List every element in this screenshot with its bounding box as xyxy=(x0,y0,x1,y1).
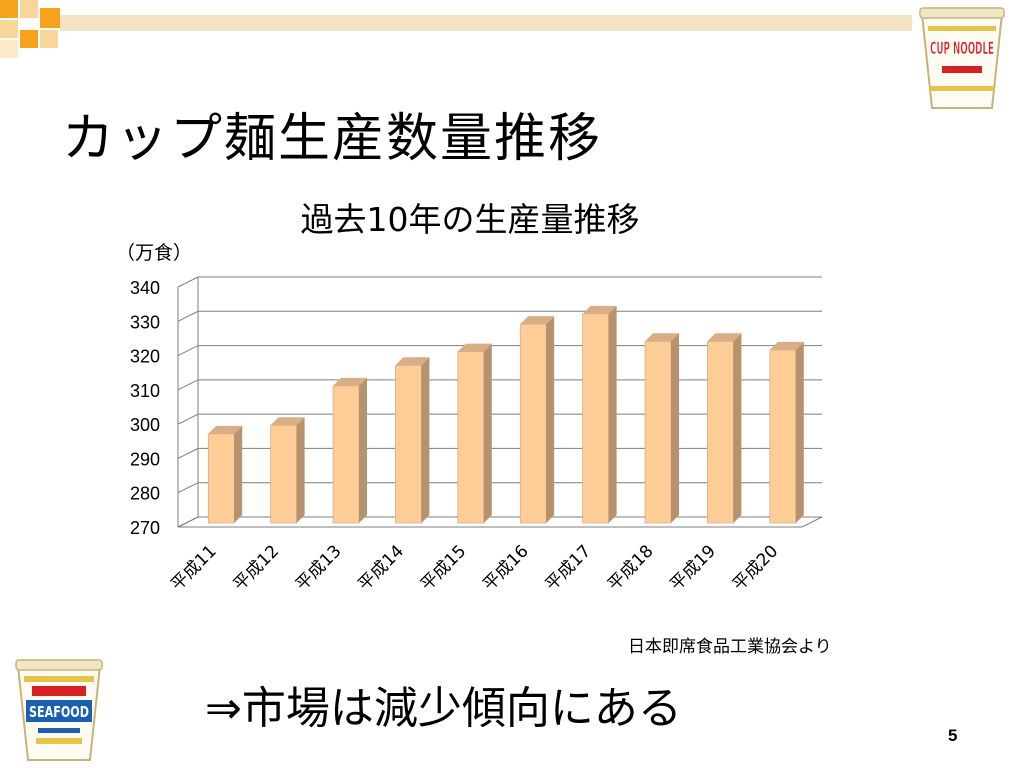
conclusion-text: ⇒市場は減少傾向にある xyxy=(205,683,682,734)
svg-text:CUP NOODLE: CUP NOODLE xyxy=(930,39,994,59)
y-tick-label: 340 xyxy=(130,278,160,298)
x-tick-label: 平成16 xyxy=(479,541,532,594)
bar-top xyxy=(333,377,367,386)
bar xyxy=(332,385,360,524)
bar xyxy=(582,313,609,524)
corner-square xyxy=(0,20,18,38)
bar-top xyxy=(582,305,617,314)
corner-square xyxy=(0,0,18,18)
y-tick-label: 300 xyxy=(130,415,160,435)
x-tick-label: 平成14 xyxy=(354,541,407,594)
y-tick-label: 310 xyxy=(130,381,160,401)
corner-square xyxy=(40,8,60,28)
y-tick-label: 290 xyxy=(130,449,160,469)
corner-decoration xyxy=(0,0,80,60)
bar-side xyxy=(608,305,617,523)
page-number: 5 xyxy=(948,726,958,745)
x-tick-label: 平成18 xyxy=(604,541,657,594)
x-tick-label: 平成15 xyxy=(417,541,470,594)
x-tick-label: 平成12 xyxy=(230,541,283,594)
slide-title: カップ麺生産数量推移 xyxy=(62,109,603,169)
bar xyxy=(207,433,235,524)
x-tick-label: 平成13 xyxy=(292,541,345,594)
bar-top xyxy=(457,343,492,352)
bar-top xyxy=(707,333,742,342)
bar-top xyxy=(520,316,555,325)
bar-top xyxy=(645,333,679,342)
bar xyxy=(769,349,797,524)
corner-square xyxy=(20,0,38,18)
bar-top xyxy=(270,417,305,426)
bar-side xyxy=(546,316,555,523)
corner-square xyxy=(40,30,58,48)
bar-side xyxy=(733,333,742,523)
y-tick-label: 280 xyxy=(130,484,160,504)
bar-side xyxy=(421,357,430,523)
y-tick-label: 320 xyxy=(130,347,160,367)
svg-text:SEAFOOD: SEAFOOD xyxy=(29,703,89,721)
cup-noodle-logo-icon: CUP NOODLE xyxy=(919,7,1005,109)
bar xyxy=(707,340,734,524)
bar xyxy=(644,340,672,524)
bar xyxy=(457,351,485,524)
top-accent-bar xyxy=(60,15,912,31)
y-tick-label: 270 xyxy=(130,518,160,538)
chart-title: 過去10年の生産量推移 xyxy=(300,200,640,239)
source-note: 日本即席食品工業協会より xyxy=(628,637,832,657)
bar xyxy=(519,323,547,524)
x-tick-label: 平成20 xyxy=(729,541,782,594)
bar-side xyxy=(671,333,679,523)
bar-top xyxy=(769,341,804,350)
seafood-noodle-logo-icon: SEAFOOD xyxy=(15,659,103,761)
bar-side xyxy=(296,417,305,523)
x-tick-label: 平成17 xyxy=(542,541,595,594)
bar xyxy=(270,424,297,524)
bar-side xyxy=(359,377,367,523)
y-tick-label: 330 xyxy=(130,312,160,332)
corner-square xyxy=(0,40,18,58)
bar-side xyxy=(234,425,243,523)
bar-side xyxy=(795,341,804,523)
bar xyxy=(395,364,422,524)
corner-square xyxy=(20,30,38,48)
bar-side xyxy=(483,343,492,523)
bar-top xyxy=(208,425,243,434)
bar-top xyxy=(395,357,430,366)
x-tick-label: 平成19 xyxy=(666,541,719,594)
x-tick-label: 平成11 xyxy=(167,541,220,594)
y-axis-unit-label: （万食） xyxy=(116,242,193,264)
